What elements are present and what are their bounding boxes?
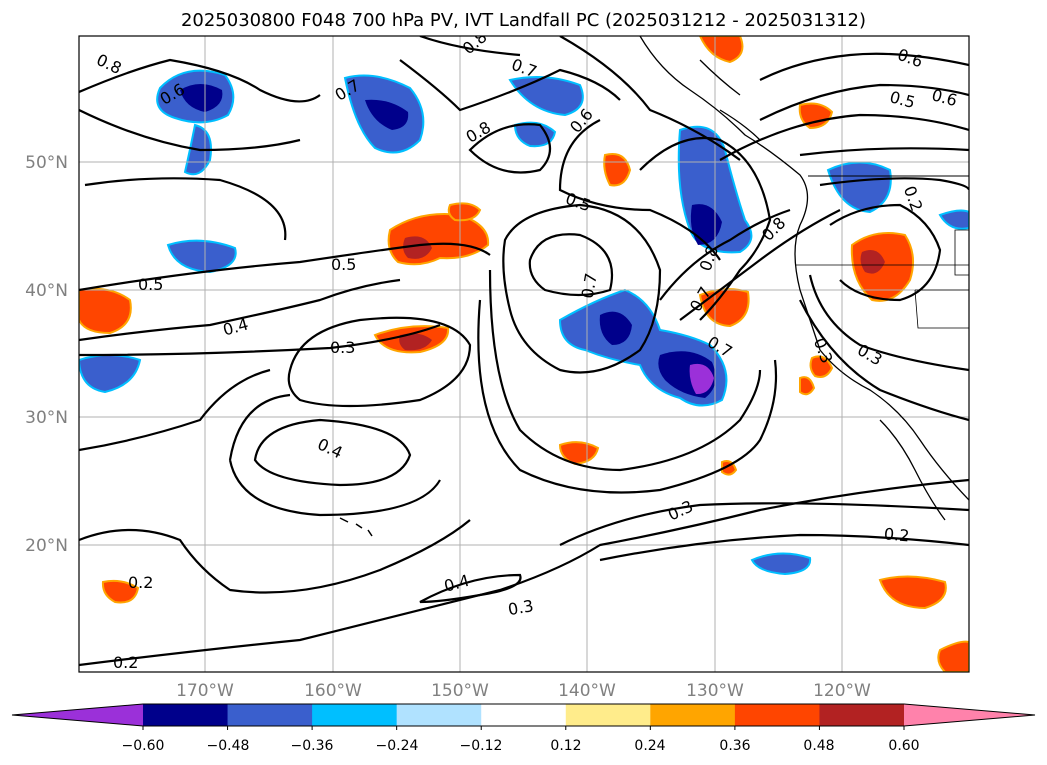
colorbar-tick-label: 0.36 (719, 738, 750, 754)
longitude-labels: 170°W 160°W 150°W 140°W 130°W 120°W (176, 681, 871, 701)
contour-label: 0.3 (507, 596, 535, 619)
colorbar-extend-min (12, 704, 143, 726)
colorbar-tick-label: 0.12 (550, 738, 581, 754)
colorbar-tick-label: −0.48 (207, 738, 250, 754)
graticule (79, 36, 969, 672)
contour-label: 0.2 (128, 573, 153, 592)
map-contents: 0.8 0.6 0.7 0.8 0.6 0.5 0.7 0.8 0.6 0.5 … (79, 36, 969, 672)
contour-label: 0.2 (883, 524, 910, 545)
map-frame (78, 35, 970, 673)
lon-label: 140°W (558, 681, 616, 701)
contour-label: 0.3 (330, 338, 355, 357)
colorbar-tick-label: −0.12 (460, 738, 503, 754)
colorbar (11, 703, 1036, 730)
lon-label: 160°W (304, 681, 362, 701)
colorbar-tick-label: −0.24 (376, 738, 419, 754)
lon-label: 120°W (813, 681, 871, 701)
lat-label: 50°N (25, 153, 68, 173)
colorbar-segment (312, 704, 398, 726)
lat-label: 40°N (25, 281, 68, 301)
latitude-labels: 50°N 40°N 30°N 20°N (25, 153, 68, 556)
colorbar-segment (650, 704, 736, 726)
colorbar-segment (143, 704, 229, 726)
filled-anomalies (79, 36, 969, 672)
colorbar-segment (734, 704, 820, 726)
lat-label: 30°N (25, 408, 68, 428)
map-title: 2025030800 F048 700 hPa PV, IVT Landfall… (180, 10, 867, 31)
colorbar-segment (396, 704, 482, 726)
colorbar-tick-label: −0.60 (122, 738, 165, 754)
contour-label: 0.7 (578, 272, 601, 300)
lon-label: 130°W (686, 681, 744, 701)
colorbar-segment (565, 704, 651, 726)
colorbar-tick-labels: −0.60 −0.48 −0.36 −0.24 −0.12 0.12 0.24 … (122, 738, 920, 754)
colorbar-tick-label: 0.60 (888, 738, 919, 754)
colorbar-tick-label: 0.48 (803, 738, 834, 754)
colorbar-segment (481, 704, 567, 726)
contour-label: 0.5 (331, 255, 356, 274)
lon-label: 170°W (176, 681, 234, 701)
colorbar-segment (227, 704, 313, 726)
lon-label: 150°W (431, 681, 489, 701)
colorbar-tick-label: 0.24 (634, 738, 665, 754)
contour-label: 0.5 (138, 275, 163, 294)
colorbar-extend-max (904, 704, 1035, 726)
colorbar-tick-label: −0.36 (291, 738, 334, 754)
lat-label: 20°N (25, 536, 68, 556)
colorbar-segment (819, 704, 905, 726)
pv-contours (79, 36, 969, 667)
contour-label: 0.2 (113, 653, 138, 672)
